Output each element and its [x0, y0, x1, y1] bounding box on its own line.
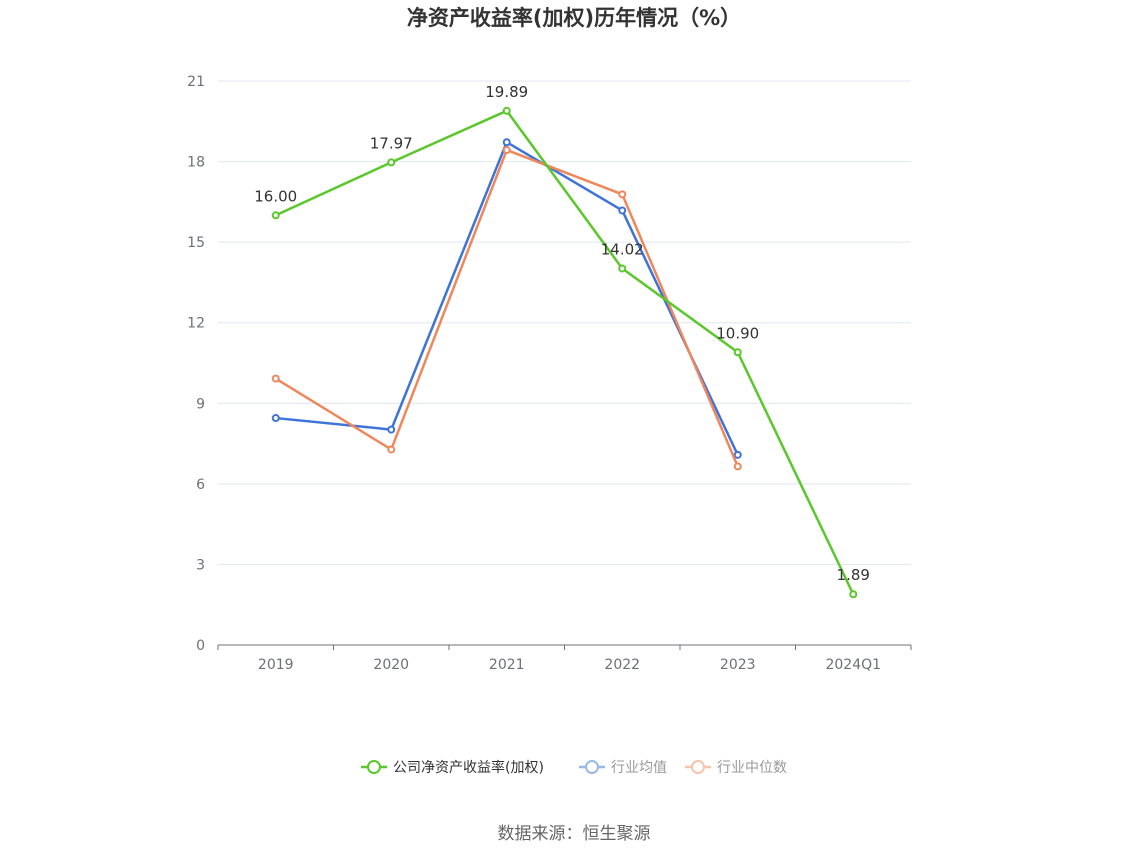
data-point-0	[387, 158, 396, 167]
data-point-0	[733, 348, 742, 357]
data-label: 17.97	[370, 134, 413, 152]
legend-item-1[interactable]: 行业均值	[579, 760, 667, 776]
y-tick-label: 18	[187, 155, 205, 171]
data-point-1	[271, 414, 280, 423]
legend-item-0[interactable]: 公司净资产收益率(加权)	[361, 759, 544, 776]
data-point-1	[387, 425, 396, 434]
y-tick-label: 0	[196, 638, 205, 654]
y-tick-label: 3	[196, 557, 205, 573]
legend-marker-icon	[691, 760, 705, 774]
data-label: 1.89	[837, 566, 870, 584]
legend-label: 行业中位数	[717, 760, 787, 776]
data-point-0	[618, 264, 627, 273]
y-axis: 0 3 6 9 12 15 18 21	[187, 74, 205, 654]
series-line-0	[275, 109, 855, 595]
x-tick-label: 2023	[720, 657, 756, 673]
data-point-1	[618, 206, 627, 215]
x-tick-label: 2019	[258, 657, 294, 673]
chart-title: 净资产收益率(加权)历年情况（%）	[407, 6, 741, 30]
series-line-1	[275, 140, 739, 456]
data-label: 14.02	[601, 240, 644, 258]
legend[interactable]: 公司净资产收益率(加权) 行业均值 行业中位数	[361, 759, 787, 776]
data-point-2	[387, 445, 396, 454]
data-label: 10.90	[716, 324, 759, 342]
legend-marker-icon	[585, 760, 599, 774]
y-tick-label: 6	[196, 477, 205, 493]
legend-item-2[interactable]: 行业中位数	[685, 760, 787, 776]
data-point-2	[271, 374, 280, 383]
data-point-2	[618, 190, 627, 199]
data-label: 19.89	[485, 83, 528, 101]
y-tick-label: 15	[187, 235, 205, 251]
legend-label: 公司净资产收益率(加权)	[393, 759, 544, 776]
grid-lines	[218, 80, 911, 565]
data-point-1	[502, 138, 511, 147]
data-point-2	[502, 146, 511, 155]
data-point-0	[271, 211, 280, 220]
y-tick-label: 9	[196, 396, 205, 412]
y-tick-label: 12	[187, 316, 205, 332]
y-tick-label: 21	[187, 74, 205, 90]
x-tick-label: 2021	[489, 657, 525, 673]
data-point-1	[733, 450, 742, 459]
legend-label: 行业均值	[611, 760, 667, 776]
data-labels: 16.00 17.97 19.89 14.02 10.90 1.89	[254, 83, 870, 584]
data-point-0	[502, 106, 511, 115]
legend-marker-icon	[367, 760, 381, 774]
series-group	[271, 106, 858, 599]
data-point-2	[733, 462, 742, 471]
data-point-0	[849, 590, 858, 599]
data-source: 数据来源：恒生聚源	[498, 824, 651, 844]
x-tick-label: 2020	[373, 657, 409, 673]
x-tick-label: 2022	[604, 657, 640, 673]
x-axis: 2019 2020 2021 2022 2023 2024Q1	[217, 644, 912, 673]
data-label: 16.00	[254, 187, 297, 205]
x-tick-label: 2024Q1	[825, 657, 881, 673]
